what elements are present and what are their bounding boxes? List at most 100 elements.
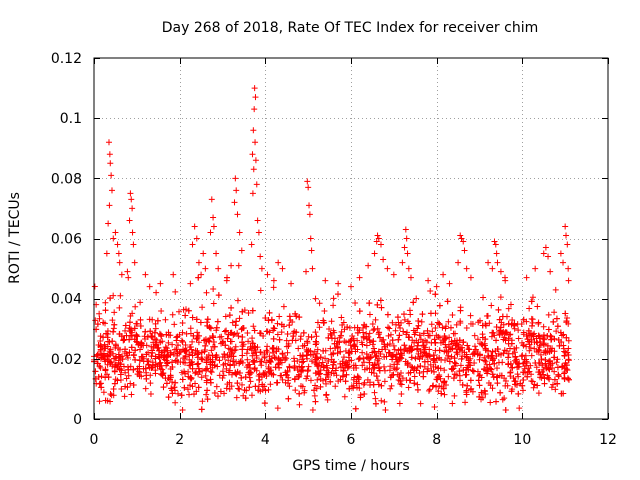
data-point <box>487 382 494 389</box>
data-point <box>328 318 335 325</box>
data-point <box>147 380 154 387</box>
data-point <box>348 336 355 343</box>
data-point <box>520 387 527 394</box>
data-point <box>517 380 524 387</box>
data-point <box>524 373 531 380</box>
data-point <box>273 348 280 355</box>
data-point <box>260 333 267 340</box>
data-point <box>514 371 521 378</box>
data-point <box>136 372 143 379</box>
data-point <box>312 329 319 336</box>
data-point <box>250 340 257 347</box>
data-point <box>301 387 308 394</box>
data-point <box>307 351 314 358</box>
data-point <box>450 375 457 382</box>
data-point <box>242 395 249 402</box>
data-point <box>387 385 394 392</box>
data-point <box>327 378 334 385</box>
data-point <box>326 326 333 333</box>
data-point <box>373 373 380 380</box>
data-point <box>373 352 380 359</box>
data-point <box>267 381 274 388</box>
data-point <box>378 338 385 345</box>
data-point <box>337 376 344 383</box>
data-point <box>266 329 273 336</box>
data-point <box>484 364 491 371</box>
data-point <box>111 380 118 387</box>
data-point <box>251 358 258 365</box>
data-point <box>401 342 408 349</box>
data-point <box>154 317 161 324</box>
data-point <box>353 384 360 391</box>
data-point <box>186 351 193 358</box>
data-point <box>421 358 428 365</box>
data-point <box>327 345 334 352</box>
data-point <box>303 268 310 275</box>
data-point <box>289 337 296 344</box>
data-point <box>213 383 220 390</box>
data-point <box>442 357 449 364</box>
x-tick-label: 4 <box>261 432 270 448</box>
data-point <box>342 378 349 385</box>
data-point <box>557 329 564 336</box>
data-point <box>386 367 393 374</box>
data-point <box>108 358 115 365</box>
data-point <box>449 345 456 352</box>
data-point <box>409 337 416 344</box>
data-point <box>355 356 362 363</box>
data-point <box>424 368 431 375</box>
data-point <box>446 334 453 341</box>
data-point <box>528 378 535 385</box>
data-point <box>133 333 140 340</box>
data-point <box>551 309 558 316</box>
data-point <box>203 357 210 364</box>
data-point <box>416 332 423 339</box>
data-point <box>522 362 529 369</box>
data-point <box>312 359 319 366</box>
data-point <box>476 356 483 363</box>
data-point <box>430 382 437 389</box>
data-point <box>432 324 439 331</box>
data-point <box>295 373 302 380</box>
data-point <box>324 396 331 403</box>
data-point <box>314 319 321 326</box>
data-point <box>234 330 241 337</box>
data-point <box>376 367 383 374</box>
data-point <box>102 397 109 404</box>
data-point <box>195 339 202 346</box>
data-point <box>463 366 470 373</box>
data-point <box>565 265 572 272</box>
data-point <box>478 389 485 396</box>
data-point <box>279 265 286 272</box>
data-point <box>483 361 490 368</box>
data-point <box>241 386 248 393</box>
data-point <box>278 372 285 379</box>
data-point <box>432 291 439 298</box>
data-point <box>455 343 462 350</box>
data-point <box>401 244 408 251</box>
data-point <box>170 271 177 278</box>
data-point <box>102 299 109 306</box>
data-point <box>543 365 550 372</box>
data-point <box>338 328 345 335</box>
data-point <box>228 262 235 269</box>
data-point <box>270 327 277 334</box>
data-point <box>198 349 205 356</box>
data-point <box>406 320 413 327</box>
data-point <box>534 382 541 389</box>
data-point <box>198 355 205 362</box>
data-point <box>397 378 404 385</box>
data-point <box>189 241 196 248</box>
data-point <box>361 359 368 366</box>
data-point <box>442 323 449 330</box>
data-point <box>363 323 370 330</box>
data-point <box>493 352 500 359</box>
data-point <box>153 289 160 296</box>
data-point <box>558 390 565 397</box>
data-point <box>232 346 239 353</box>
data-point <box>100 389 107 396</box>
data-point <box>312 398 319 405</box>
data-point <box>507 373 514 380</box>
data-point <box>449 366 456 373</box>
data-point <box>239 334 246 341</box>
